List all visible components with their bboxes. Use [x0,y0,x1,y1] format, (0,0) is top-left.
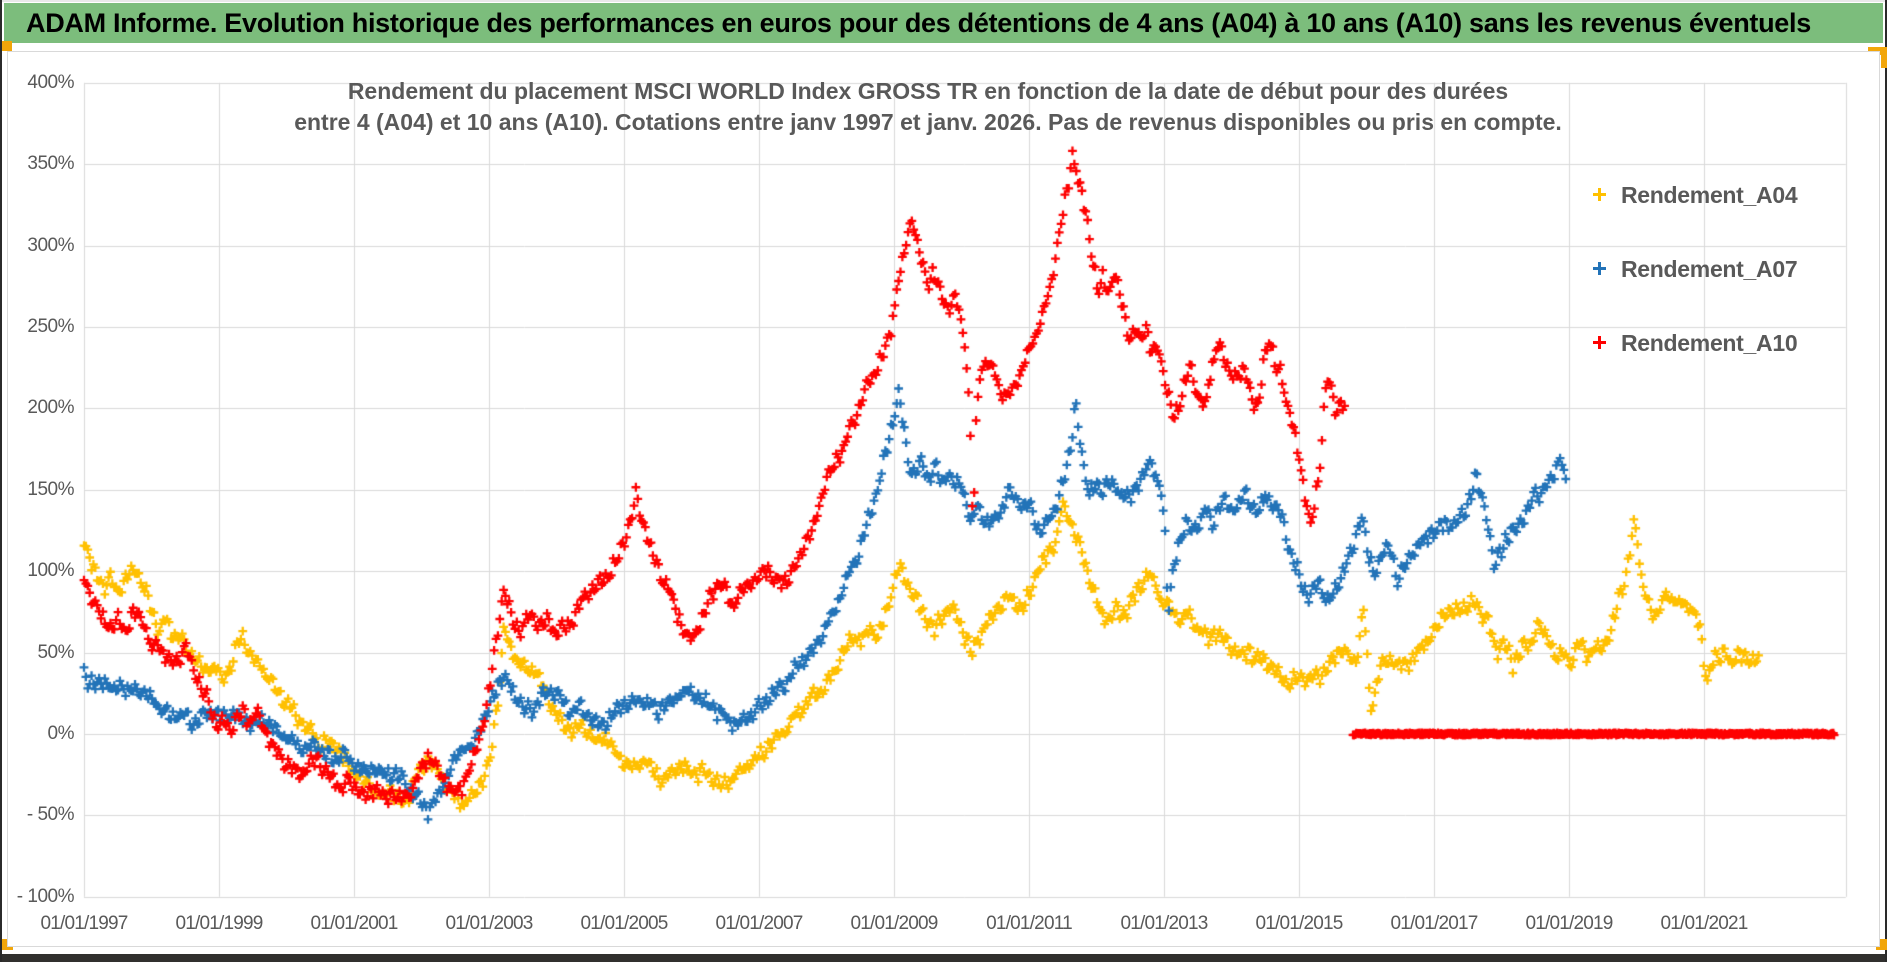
legend-item-a10: Rendement_A10 [1593,330,1798,410]
plot-area [8,52,1879,946]
x-tick-label: 01/01/1997 [40,913,128,934]
x-tick-label: 01/01/2011 [986,913,1072,934]
bottom-border [2,954,1885,962]
y-tick-label: 50% [37,641,74,663]
y-tick-label: 150% [27,478,74,500]
y-tick-label: 0% [47,723,75,744]
chart-title: Rendement du placement MSCI WORLD Index … [294,76,1562,138]
page-break-marker-top-left [2,41,12,51]
legend-label-a10: Rendement_A10 [1621,330,1798,356]
x-tick-label: 01/01/2017 [1390,913,1478,934]
y-tick-label: - 50% [26,804,75,826]
x-tick-label: 01/01/2003 [445,913,533,934]
legend: Rendement_A04 Rendement_A07 Rendement_A1… [1593,182,1798,410]
legend-label-a04: Rendement_A04 [1621,182,1798,208]
y-tick-label: 200% [27,397,74,419]
y-tick-label: 250% [27,316,74,337]
y-tick-label: 100% [27,560,74,582]
page-title: ADAM Informe. Evolution historique des p… [26,7,1811,38]
page-break-marker-bottom-right [1876,939,1887,950]
plus-marker-a04-icon [1593,188,1606,201]
legend-item-a07: Rendement_A07 [1593,256,1798,336]
chart-container: Rendement du placement MSCI WORLD Index … [7,51,1880,947]
y-tick-label: - 100% [16,885,75,907]
x-tick-label: 01/01/2001 [310,913,398,934]
plus-marker-a07-icon [1593,262,1606,275]
page-break-marker-top-right-vertical [1881,47,1887,68]
x-tick-label: 01/01/2015 [1255,913,1343,934]
x-tick-label: 01/01/1999 [175,913,263,934]
x-tick-label: 01/01/2009 [850,913,938,934]
x-tick-label: 01/01/2019 [1525,913,1613,934]
legend-item-a04: Rendement_A04 [1593,182,1798,262]
legend-label-a07: Rendement_A07 [1621,256,1798,282]
x-tick-label: 01/01/2021 [1660,913,1748,934]
chart-title-line2: entre 4 (A04) et 10 ans (A10). Cotations… [294,109,1562,135]
header-bar: ADAM Informe. Evolution historique des p… [4,3,1883,43]
x-tick-label: 01/01/2007 [715,913,803,934]
chart-title-line1: Rendement du placement MSCI WORLD Index … [347,78,1509,104]
x-tick-label: 01/01/2005 [580,913,668,934]
top-border [2,0,1885,2]
x-tick-label: 01/01/2013 [1120,913,1208,934]
y-tick-label: 350% [27,153,74,175]
plus-marker-a10-icon [1593,336,1606,349]
y-tick-label: 300% [27,234,74,256]
y-tick-label: 400% [27,71,74,93]
